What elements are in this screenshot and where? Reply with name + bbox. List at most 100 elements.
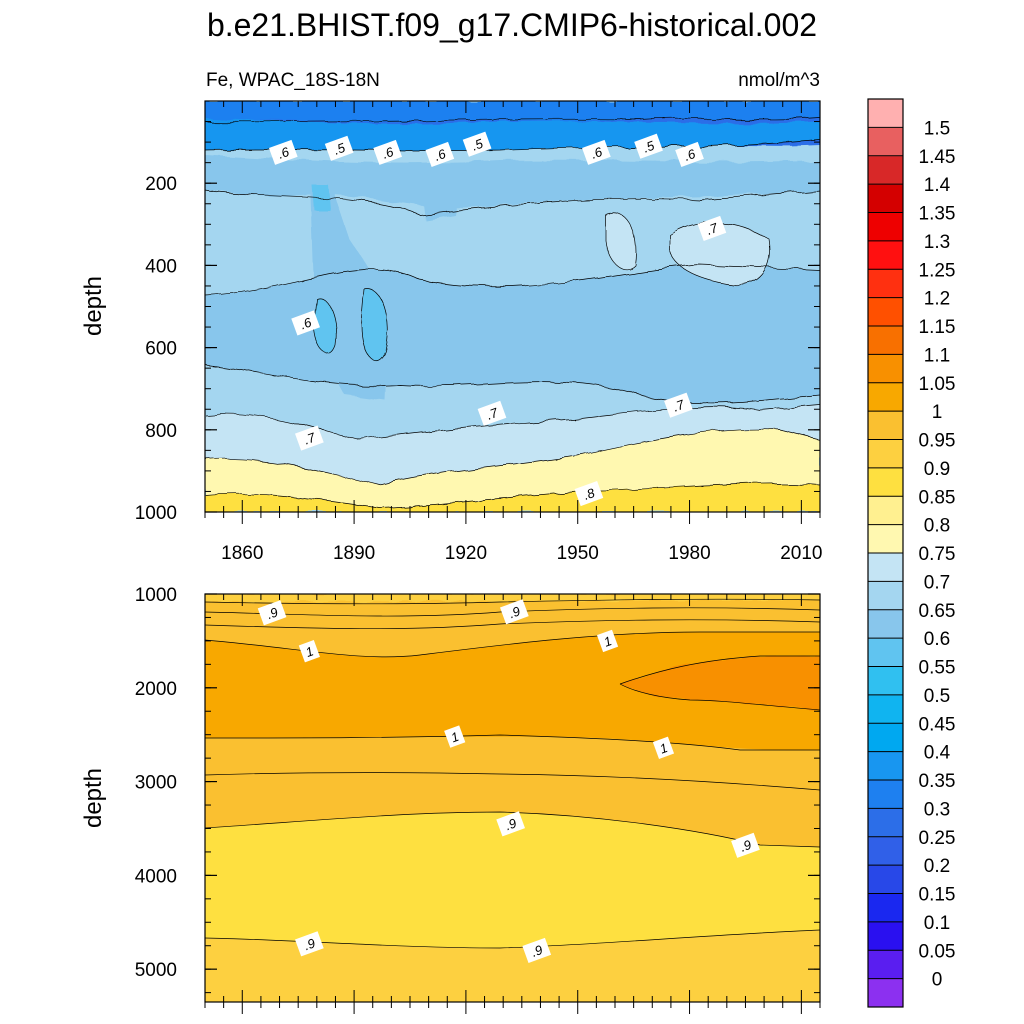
contour-label-box xyxy=(697,215,727,241)
contour-label-text: .9 xyxy=(507,603,522,621)
contour-label: .9 xyxy=(496,811,525,837)
y-tick-label: 400 xyxy=(145,256,177,277)
colorbar: 0 0.05 0.1 0.15 0.2 0.25 0.3 0.35 0.4 0.45 0.5 0.55… xyxy=(867,98,956,1008)
x-tick-label: 2010 xyxy=(780,543,822,564)
contour-label-text: .9 xyxy=(302,935,317,953)
contour-label: .8 xyxy=(574,480,604,507)
contour-label-box xyxy=(522,937,552,963)
contour-label: .6 xyxy=(373,139,402,165)
colorbar-label: 0 xyxy=(932,970,943,991)
colorbar-swatch xyxy=(868,467,903,497)
contour-label-box xyxy=(477,400,507,426)
contour-label-box xyxy=(634,133,663,159)
colorbar-label: 1.1 xyxy=(924,345,950,366)
colorbar-label: 0.95 xyxy=(919,431,956,452)
contour-label: .7 xyxy=(295,425,324,451)
contour-label: .9 xyxy=(731,832,760,858)
contour-label-text: .9 xyxy=(265,604,280,622)
x-tick-label: 1950 xyxy=(557,543,599,564)
contour-label: .5 xyxy=(324,135,354,161)
x-tick-label: 1920 xyxy=(445,543,487,564)
contour-label: .7 xyxy=(697,215,727,241)
x-tick-label: 1980 xyxy=(668,543,710,564)
contour-label: .6 xyxy=(425,141,455,167)
x-tick-label: 1890 xyxy=(333,543,375,564)
colorbar-swatch xyxy=(868,978,903,1008)
colorbar-swatch xyxy=(868,694,903,724)
colorbar-swatch xyxy=(868,269,903,299)
contour-label-box xyxy=(295,931,324,957)
y-tick-label: 1000 xyxy=(135,585,177,606)
contour-label-box xyxy=(298,640,320,663)
colorbar-swatch xyxy=(868,865,903,894)
colorbar-swatch xyxy=(868,496,903,526)
colorbar-label: 1.5 xyxy=(924,118,950,139)
contour-label-box xyxy=(291,310,320,336)
colorbar-swatch xyxy=(868,836,903,866)
contour-label-box xyxy=(582,139,611,165)
contour-label-box xyxy=(664,392,693,418)
contour-label: .7 xyxy=(664,392,693,418)
contour-label: .5 xyxy=(462,131,492,157)
lower-panel-fill xyxy=(205,594,820,1002)
colorbar-swatch xyxy=(868,524,903,554)
colorbar-label: 1.15 xyxy=(919,317,956,338)
colorbar-swatch xyxy=(868,638,903,667)
contour-labels: .6 .5 .6 .6 .5 .6 .5 .6 .7 .6 .7 .7 .7 .8 .9 .9 1 1 1 1 .9 .9… xyxy=(257,131,760,963)
colorbar-swatch xyxy=(868,99,903,128)
upper-y-axis-label: depth xyxy=(80,276,107,336)
colorbar-label: 0.1 xyxy=(924,913,950,934)
contour-label-box xyxy=(462,131,492,157)
colorbar-label: 0.7 xyxy=(924,572,950,593)
colorbar-label: 0.3 xyxy=(924,799,950,820)
upper-x-axis: 1860 1890 1920 1950 1980 2010 xyxy=(204,101,823,564)
lower-y-axis: 1000 2000 3000 4000 5000 xyxy=(135,585,820,994)
contour-label-box xyxy=(257,600,287,626)
contour-label-box xyxy=(295,425,324,451)
colorbar-label: 0.45 xyxy=(919,714,956,735)
colorbar-label: 0.55 xyxy=(919,658,956,679)
upper-y-axis: 200 400 600 800 1000 xyxy=(135,100,820,524)
colorbar-label: 1.25 xyxy=(919,260,956,281)
contour-label-box xyxy=(574,480,604,507)
y-tick-label: 5000 xyxy=(135,960,177,981)
colorbar-label: 0.15 xyxy=(919,885,956,906)
colorbar-swatch xyxy=(868,155,903,185)
contour-label: .6 xyxy=(675,141,704,167)
colorbar-label: 0.35 xyxy=(919,771,956,792)
colorbar-swatch xyxy=(868,808,903,838)
colorbar-label: 0.2 xyxy=(924,856,950,877)
colorbar-label: 0.05 xyxy=(919,941,956,962)
contour-label: .5 xyxy=(634,133,663,159)
lower-x-axis xyxy=(204,594,821,1014)
contour-label: .9 xyxy=(522,937,552,963)
colorbar-swatch xyxy=(868,921,903,951)
contour-label-box xyxy=(324,135,354,161)
colorbar-swatch xyxy=(868,723,903,753)
lower-y-axis-label: depth xyxy=(80,768,107,828)
colorbar-swatch xyxy=(868,411,903,440)
colorbar-label: 0.6 xyxy=(924,629,950,650)
contour-label-text: 1 xyxy=(602,633,614,650)
contour-label: .6 xyxy=(268,139,298,165)
colorbar-swatch xyxy=(868,553,903,582)
colorbar-label: 0.5 xyxy=(924,686,950,707)
colorbar-label: 1.45 xyxy=(919,147,956,168)
contour-label: .9 xyxy=(500,599,529,625)
y-tick-label: 3000 xyxy=(135,773,177,794)
contour-label-text: 1 xyxy=(449,729,461,746)
contour-label-box xyxy=(731,832,760,858)
contour-label-box xyxy=(652,736,675,760)
contour-label: 1 xyxy=(444,725,466,748)
contour-label: 1 xyxy=(652,736,675,760)
colorbar-label: 0.4 xyxy=(924,743,951,764)
contour-label: 1 xyxy=(298,640,320,663)
colorbar-label: 0.75 xyxy=(919,544,956,565)
contour-label-text: .9 xyxy=(738,837,753,855)
colorbar-swatch xyxy=(868,439,903,469)
colorbar-label: 0.85 xyxy=(919,487,956,508)
contour-label-box xyxy=(425,141,455,167)
colorbar-swatch xyxy=(868,950,903,980)
contour-label-box xyxy=(500,599,529,625)
